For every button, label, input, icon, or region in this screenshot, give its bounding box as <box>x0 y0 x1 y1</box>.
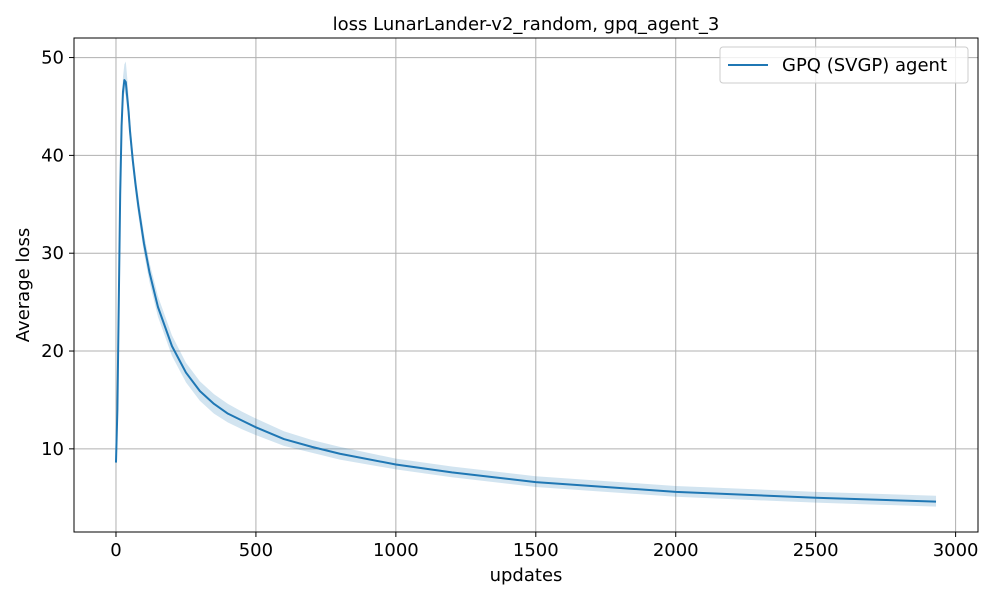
y-tick-label: 10 <box>41 439 64 460</box>
plot-area <box>74 38 978 532</box>
legend-label: GPQ (SVGP) agent <box>782 55 947 76</box>
x-axis-label: updates <box>490 565 563 586</box>
series-lines <box>114 79 937 503</box>
y-tick-label: 50 <box>41 48 64 69</box>
x-tick-label: 1500 <box>513 540 559 561</box>
y-tick-label: 30 <box>41 243 64 264</box>
x-tick-label: 2000 <box>653 540 699 561</box>
x-tick-label: 2500 <box>793 540 839 561</box>
y-tick-label: 20 <box>41 341 64 362</box>
y-axis-ticks: 10 20 30 40 50 <box>41 48 74 460</box>
grid-lines <box>74 38 978 532</box>
plot-frame <box>73 37 979 533</box>
x-tick-label: 1000 <box>373 540 419 561</box>
x-tick-label: 500 <box>239 540 273 561</box>
chart-title: loss LunarLander-v2_random, gpq_agent_3 <box>333 14 720 35</box>
x-axis-ticks: 0 500 1000 1500 2000 2500 3000 <box>110 532 979 561</box>
x-tick-label: 0 <box>110 540 121 561</box>
series-line <box>114 79 937 503</box>
legend: GPQ (SVGP) agent <box>719 46 969 84</box>
legend-frame <box>719 46 969 84</box>
y-axis-label: Average loss <box>13 228 34 342</box>
x-tick-label: 3000 <box>933 540 979 561</box>
y-tick-label: 40 <box>41 145 64 166</box>
